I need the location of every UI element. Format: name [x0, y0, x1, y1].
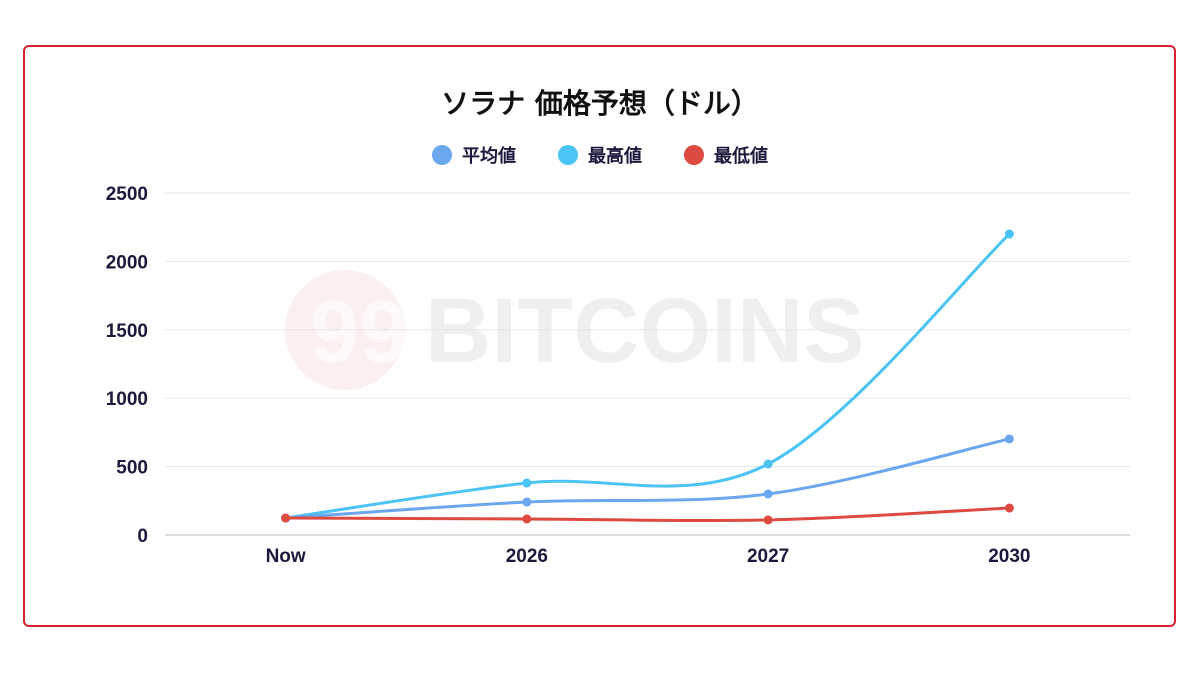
legend-label: 平均値 [462, 146, 516, 167]
data-point[interactable] [763, 515, 773, 525]
x-tick-label: 2030 [988, 546, 1030, 567]
y-tick-label: 0 [137, 526, 148, 547]
watermark: 99 BITCOINS [285, 270, 865, 390]
data-point[interactable] [522, 478, 532, 488]
legend-swatch [684, 145, 704, 165]
legend-swatch [558, 145, 578, 165]
data-point[interactable] [1004, 434, 1014, 444]
legend-item-high[interactable]: 最高値 [558, 142, 642, 168]
y-tick-label: 500 [116, 458, 148, 479]
x-tick-label: 2026 [506, 546, 548, 567]
data-point[interactable] [522, 514, 532, 524]
series-line [285, 506, 1010, 523]
legend: 平均値 最高値 最低値 [0, 142, 1200, 168]
legend-item-average[interactable]: 平均値 [432, 142, 516, 168]
legend-label: 最高値 [588, 146, 642, 167]
legend-item-low[interactable]: 最低値 [684, 142, 768, 168]
x-tick-label: Now [266, 546, 306, 567]
chart-title: ソラナ 価格予想（ドル） [441, 87, 759, 120]
y-tick-label: 1500 [106, 321, 148, 342]
svg-text:99: 99 [310, 282, 408, 381]
series-line [285, 232, 1011, 520]
data-point[interactable] [763, 459, 773, 469]
x-tick-label: 2027 [747, 546, 789, 567]
data-point[interactable] [281, 513, 291, 523]
y-tick-label: 2500 [106, 184, 148, 205]
y-tick-label: 2000 [106, 252, 148, 273]
series-line [285, 437, 1010, 520]
data-point[interactable] [763, 489, 773, 499]
data-point[interactable] [522, 497, 532, 507]
svg-text:BITCOINS: BITCOINS [425, 280, 865, 382]
data-point[interactable] [1004, 503, 1014, 513]
y-tick-label: 1000 [106, 389, 148, 410]
legend-swatch [432, 145, 452, 165]
data-point[interactable] [1004, 229, 1014, 239]
chart-frame [23, 45, 1176, 627]
legend-label: 最低値 [714, 146, 768, 167]
